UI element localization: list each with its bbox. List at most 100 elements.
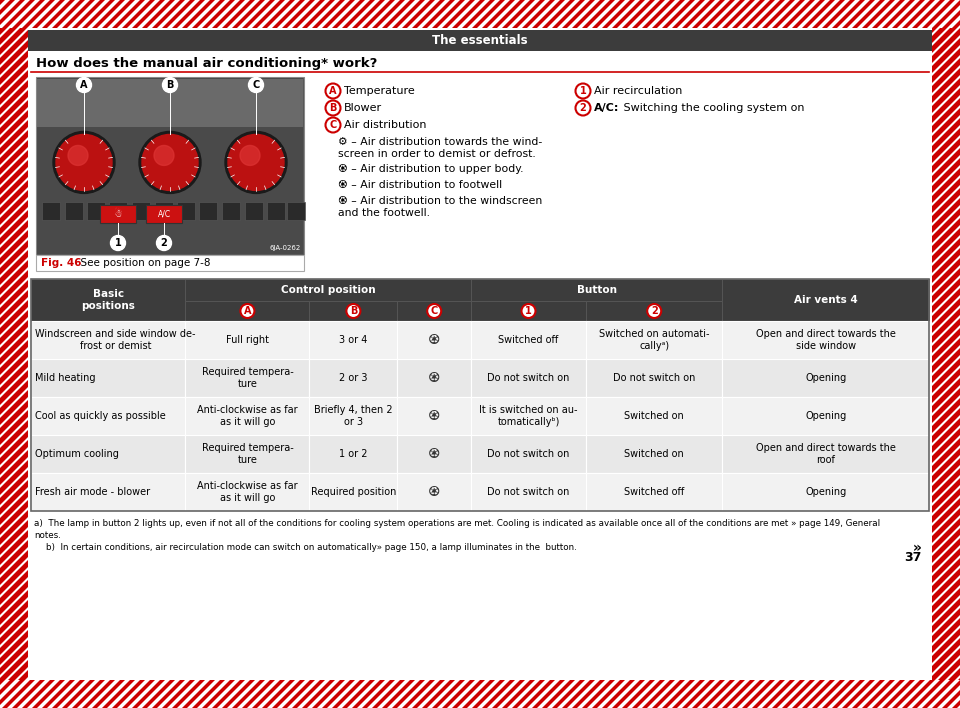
Polygon shape	[228, 28, 885, 680]
Polygon shape	[252, 0, 285, 28]
Text: Temperature: Temperature	[344, 86, 415, 96]
Polygon shape	[932, 680, 960, 708]
Bar	[31, 321, 185, 359]
Polygon shape	[770, 28, 960, 680]
Polygon shape	[278, 28, 935, 680]
Polygon shape	[382, 680, 415, 708]
Polygon shape	[90, 28, 747, 680]
Polygon shape	[650, 28, 960, 680]
Polygon shape	[0, 28, 97, 680]
Circle shape	[325, 84, 341, 98]
Polygon shape	[672, 0, 705, 28]
Polygon shape	[0, 28, 315, 680]
Polygon shape	[2, 0, 35, 28]
Polygon shape	[558, 28, 960, 680]
Polygon shape	[102, 680, 135, 708]
Bar	[31, 435, 185, 473]
Polygon shape	[0, 28, 407, 680]
Polygon shape	[622, 680, 655, 708]
Polygon shape	[732, 0, 765, 28]
Polygon shape	[782, 680, 815, 708]
Text: C: C	[252, 80, 259, 90]
Polygon shape	[742, 0, 775, 28]
Text: ♼ – Air distribution to footwell: ♼ – Air distribution to footwell	[338, 180, 502, 190]
Text: Anti-clockwise as far
as it will go: Anti-clockwise as far as it will go	[197, 481, 298, 503]
Polygon shape	[248, 28, 905, 680]
Polygon shape	[20, 28, 677, 680]
Polygon shape	[310, 28, 960, 680]
Polygon shape	[912, 0, 945, 28]
Polygon shape	[72, 0, 105, 28]
Polygon shape	[670, 28, 960, 680]
Polygon shape	[0, 28, 95, 680]
Text: Air recirculation: Air recirculation	[594, 86, 683, 96]
Polygon shape	[0, 28, 445, 680]
Polygon shape	[118, 28, 775, 680]
Text: Open and direct towards the
roof: Open and direct towards the roof	[756, 442, 896, 465]
Polygon shape	[8, 28, 665, 680]
Polygon shape	[0, 28, 75, 680]
Polygon shape	[0, 28, 545, 680]
Polygon shape	[188, 28, 845, 680]
Polygon shape	[602, 680, 635, 708]
Polygon shape	[502, 0, 535, 28]
Polygon shape	[0, 28, 625, 680]
Polygon shape	[120, 28, 777, 680]
Polygon shape	[80, 28, 737, 680]
Polygon shape	[350, 28, 960, 680]
Polygon shape	[162, 0, 195, 28]
Text: It is switched on au-
tomaticallyᵇ): It is switched on au- tomaticallyᵇ)	[479, 405, 578, 427]
Polygon shape	[562, 0, 595, 28]
Polygon shape	[38, 28, 695, 680]
Polygon shape	[938, 28, 960, 680]
Polygon shape	[290, 28, 947, 680]
Polygon shape	[0, 28, 205, 680]
Circle shape	[647, 304, 661, 318]
Polygon shape	[772, 0, 805, 28]
Bar	[87, 202, 105, 220]
Polygon shape	[592, 680, 625, 708]
Polygon shape	[320, 28, 960, 680]
Bar	[185, 279, 471, 301]
Polygon shape	[158, 28, 815, 680]
Polygon shape	[398, 28, 960, 680]
Polygon shape	[450, 28, 960, 680]
Polygon shape	[632, 0, 665, 28]
Polygon shape	[882, 680, 915, 708]
Polygon shape	[0, 28, 435, 680]
Polygon shape	[0, 28, 397, 680]
Polygon shape	[660, 28, 960, 680]
Polygon shape	[50, 28, 707, 680]
Polygon shape	[422, 0, 455, 28]
Circle shape	[521, 304, 536, 318]
Polygon shape	[952, 0, 960, 28]
Polygon shape	[892, 0, 925, 28]
Polygon shape	[952, 680, 960, 708]
Polygon shape	[902, 680, 935, 708]
Polygon shape	[502, 680, 535, 708]
Text: A/C: A/C	[157, 210, 171, 219]
Circle shape	[77, 77, 91, 93]
Polygon shape	[482, 680, 515, 708]
Bar	[28, 30, 932, 51]
Polygon shape	[460, 28, 960, 680]
Polygon shape	[82, 680, 115, 708]
Polygon shape	[0, 28, 517, 680]
Polygon shape	[0, 28, 627, 680]
Text: How does the manual air conditioning* work?: How does the manual air conditioning* wo…	[36, 57, 377, 70]
Polygon shape	[752, 0, 785, 28]
Polygon shape	[0, 28, 257, 680]
Polygon shape	[30, 28, 687, 680]
Polygon shape	[792, 0, 825, 28]
Polygon shape	[0, 28, 235, 680]
Polygon shape	[0, 28, 237, 680]
Polygon shape	[790, 28, 960, 680]
Polygon shape	[532, 680, 565, 708]
Bar	[100, 205, 136, 223]
Polygon shape	[0, 28, 105, 680]
Polygon shape	[172, 680, 205, 708]
Polygon shape	[0, 28, 577, 680]
Polygon shape	[70, 28, 727, 680]
Polygon shape	[878, 28, 960, 680]
Bar	[586, 397, 723, 435]
